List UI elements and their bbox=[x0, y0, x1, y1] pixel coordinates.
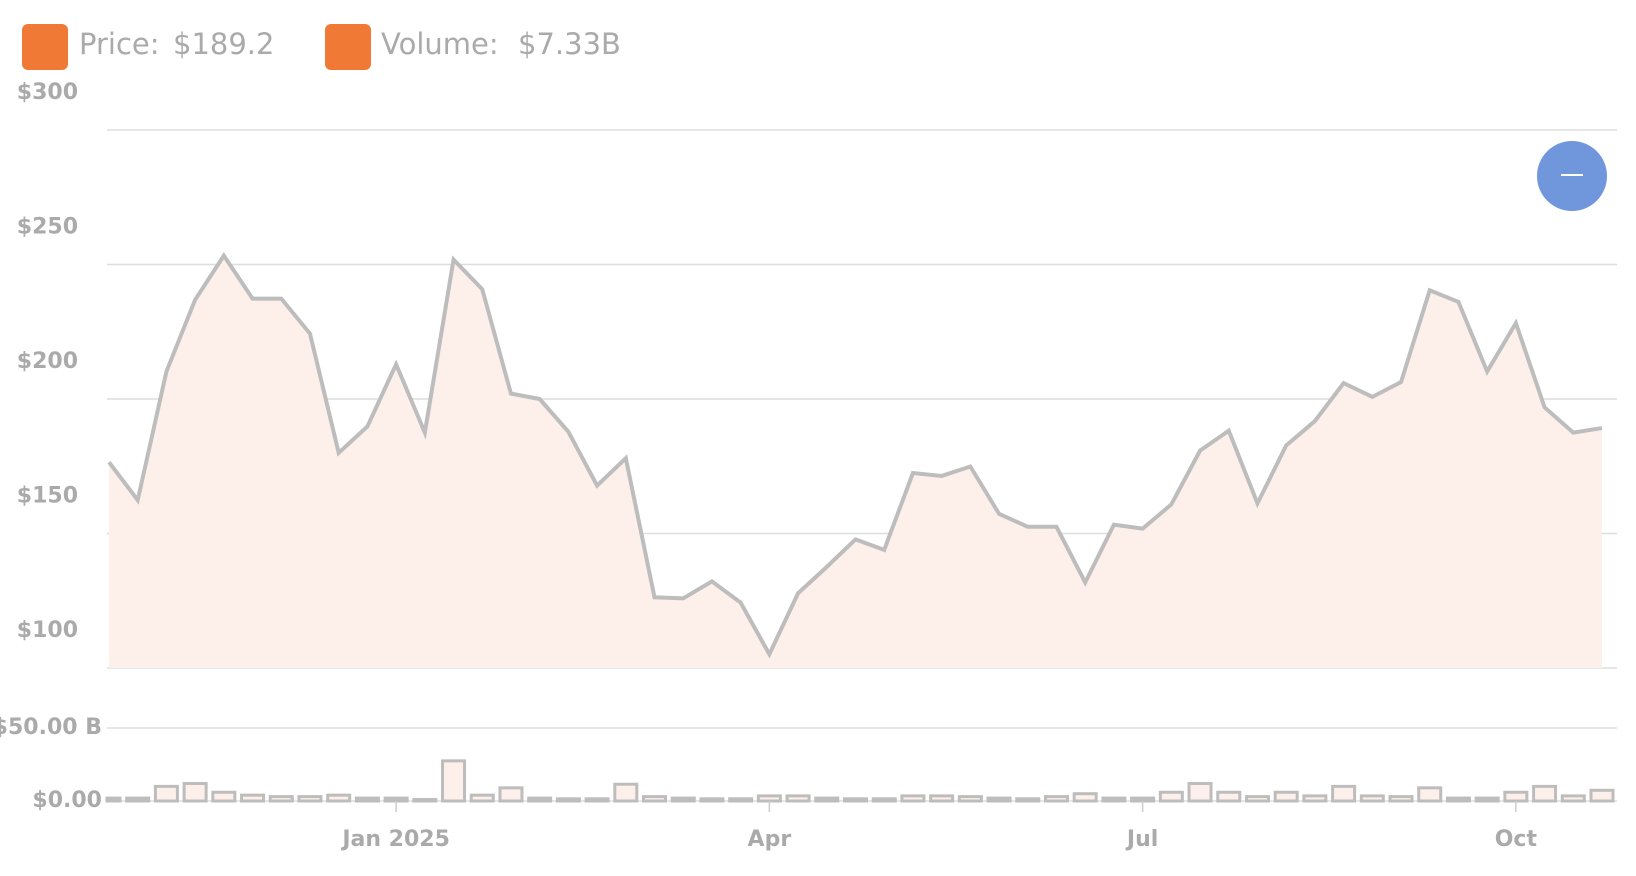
volume-bar bbox=[785, 794, 811, 803]
volume-bar bbox=[1331, 784, 1357, 803]
y-tick-label: $50.00 B bbox=[0, 715, 102, 740]
volume-bar bbox=[383, 796, 409, 803]
volume-bar bbox=[1244, 795, 1270, 803]
volume-bar bbox=[929, 794, 955, 803]
volume-bar bbox=[1043, 795, 1069, 803]
collapse-button[interactable] bbox=[1537, 141, 1607, 211]
volume-bar bbox=[182, 781, 208, 803]
price-area bbox=[109, 255, 1602, 669]
volume-bar bbox=[1589, 788, 1615, 803]
volume-bar bbox=[642, 795, 668, 803]
y-tick-label: $250 bbox=[17, 215, 78, 240]
legend-label: Volume: bbox=[381, 27, 499, 61]
volume-bar bbox=[1130, 796, 1156, 803]
volume-bar bbox=[1216, 790, 1242, 803]
volume-bar bbox=[153, 784, 179, 803]
volume-bar bbox=[814, 796, 840, 803]
y-tick-label: $0.00 bbox=[32, 788, 102, 813]
price-line bbox=[107, 251, 1603, 659]
volume-bar bbox=[699, 797, 725, 803]
volume-bar bbox=[1158, 790, 1184, 803]
volume-bar bbox=[1532, 784, 1558, 803]
y-tick-label: $200 bbox=[17, 349, 78, 374]
volume-bar bbox=[268, 795, 294, 803]
volume-bar bbox=[469, 793, 495, 803]
x-tick-label: Oct bbox=[1495, 827, 1538, 852]
volume-bar bbox=[900, 794, 926, 803]
volume-bar bbox=[1302, 794, 1328, 803]
volume-bar bbox=[1015, 797, 1041, 803]
volume-bar bbox=[1560, 794, 1586, 803]
volume-bar bbox=[843, 797, 868, 803]
volume-bar bbox=[1101, 796, 1127, 803]
legend-value: $189.2 bbox=[173, 27, 274, 61]
x-tick-label: Jul bbox=[1125, 827, 1158, 852]
volume-bar bbox=[211, 790, 237, 803]
volume-bar bbox=[498, 786, 524, 803]
y-tick-label: $100 bbox=[17, 618, 78, 643]
volume-bar bbox=[354, 796, 380, 803]
volume-bar bbox=[105, 796, 122, 803]
x-tick-label: Jan 2025 bbox=[340, 827, 450, 852]
volume-bar bbox=[957, 795, 983, 803]
volume-bar bbox=[1388, 795, 1414, 803]
legend-value: $7.33B bbox=[518, 27, 621, 61]
x-tick-label: Apr bbox=[748, 827, 792, 852]
volume-bar bbox=[728, 797, 754, 803]
y-tick-label: $300 bbox=[17, 80, 78, 105]
volume-bar bbox=[986, 796, 1012, 803]
volume-bar bbox=[326, 793, 352, 803]
volume-bar bbox=[1474, 796, 1500, 803]
volume-bar bbox=[1503, 790, 1529, 803]
volume-bar bbox=[1417, 786, 1443, 803]
volume-bar bbox=[584, 797, 610, 803]
volume-bar bbox=[297, 795, 323, 803]
legend-swatch bbox=[325, 24, 371, 70]
volume-bar bbox=[240, 793, 266, 803]
y-tick-label: $150 bbox=[17, 484, 78, 509]
volume-bar bbox=[613, 782, 639, 803]
volume-bar bbox=[125, 796, 151, 803]
volume-bar bbox=[527, 796, 553, 803]
volume-bar bbox=[670, 796, 696, 803]
volume-bar bbox=[1445, 796, 1471, 803]
volume-bar bbox=[1359, 794, 1385, 803]
legend-label: Price: bbox=[79, 27, 160, 61]
volume-bar bbox=[555, 797, 581, 803]
volume-bar bbox=[412, 798, 438, 803]
volume-bar bbox=[1072, 792, 1098, 803]
volume-bar bbox=[1187, 781, 1213, 803]
volume-bar bbox=[871, 797, 897, 803]
volume-bar bbox=[441, 759, 467, 803]
volume-bar bbox=[1273, 790, 1299, 803]
volume-bar bbox=[756, 794, 782, 803]
legend-swatch bbox=[22, 24, 68, 70]
